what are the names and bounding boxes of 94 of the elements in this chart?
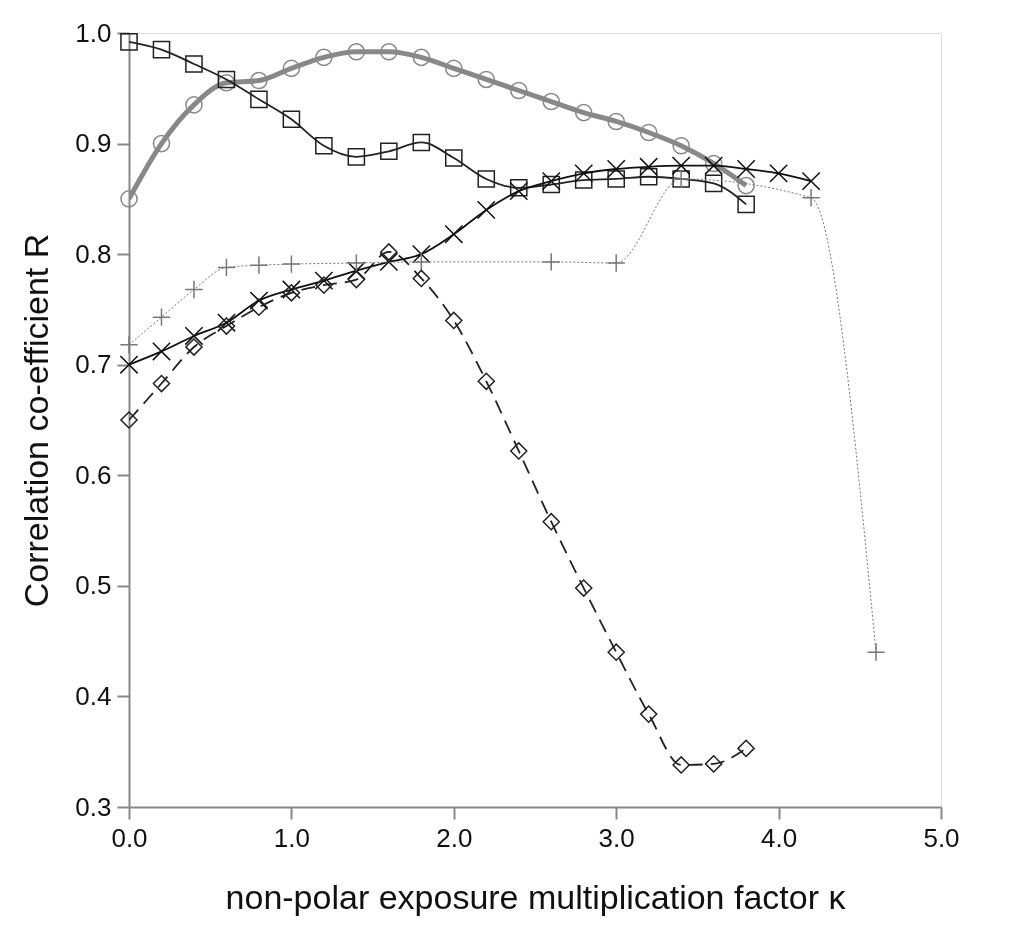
x-tick-label: 3.0 — [598, 822, 635, 853]
point — [509, 81, 528, 100]
x-tick-label: 1.0 — [273, 822, 310, 853]
point — [412, 133, 431, 152]
point — [282, 110, 301, 129]
point — [152, 134, 171, 153]
x-tick-label: 0.0 — [111, 822, 148, 853]
y-tick-label: 0.6 — [75, 459, 112, 490]
y-tick-label: 0.8 — [75, 238, 112, 269]
point — [606, 253, 626, 273]
point — [574, 171, 593, 189]
point — [152, 307, 171, 327]
point — [704, 755, 723, 773]
y-tick-label: 1.0 — [75, 17, 112, 48]
point — [444, 149, 463, 167]
point — [119, 335, 139, 355]
point — [607, 112, 626, 131]
point — [120, 33, 138, 51]
point — [704, 174, 723, 193]
point — [477, 70, 496, 89]
point — [380, 43, 398, 61]
point — [477, 170, 496, 188]
point — [801, 188, 821, 208]
y-tick-label: 0.7 — [75, 349, 112, 380]
point — [411, 252, 431, 272]
y-axis-title: Correlation co-efficient R — [17, 233, 56, 608]
point — [672, 136, 690, 155]
point — [672, 756, 690, 774]
point — [866, 642, 886, 662]
point — [509, 442, 528, 460]
point — [607, 643, 626, 662]
point — [380, 243, 398, 261]
point — [412, 269, 431, 288]
x-axis-title: non-polar exposure multiplication factor κ — [225, 877, 847, 916]
point — [736, 159, 756, 179]
y-tick-label: 0.3 — [75, 791, 112, 822]
x-tick-label: 5.0 — [923, 822, 960, 853]
point — [542, 92, 561, 111]
point — [412, 48, 431, 67]
point — [444, 59, 463, 78]
point — [639, 157, 659, 177]
point — [119, 355, 139, 375]
point — [509, 181, 529, 201]
point — [801, 171, 821, 191]
point — [509, 178, 528, 197]
point — [346, 253, 366, 273]
point — [314, 271, 334, 291]
point — [184, 326, 204, 346]
point — [217, 317, 236, 335]
point — [185, 96, 203, 114]
point — [152, 342, 171, 361]
point — [120, 190, 138, 208]
point — [347, 43, 366, 61]
x-tick-label: 4.0 — [761, 822, 798, 853]
point — [380, 142, 398, 161]
y-tick-label: 0.5 — [75, 570, 112, 601]
point — [250, 90, 268, 109]
point — [574, 579, 593, 597]
point — [347, 148, 366, 166]
point — [574, 103, 593, 122]
point — [217, 258, 236, 277]
point — [282, 284, 301, 302]
point — [185, 55, 203, 73]
x-tick-label: 2.0 — [436, 822, 473, 853]
point — [315, 276, 333, 294]
point — [737, 176, 755, 195]
point — [639, 167, 658, 186]
point — [606, 159, 626, 179]
point — [542, 512, 561, 531]
point — [574, 164, 594, 183]
point — [379, 252, 399, 272]
point — [671, 156, 691, 176]
point — [184, 280, 204, 299]
point — [315, 48, 333, 67]
point — [249, 255, 269, 275]
point — [737, 195, 755, 214]
point — [639, 705, 658, 723]
point — [249, 291, 269, 310]
point — [152, 40, 171, 59]
point — [444, 311, 463, 330]
point — [607, 170, 626, 188]
point — [477, 372, 496, 391]
point — [282, 59, 301, 78]
point — [769, 164, 789, 183]
point — [541, 252, 561, 272]
point — [444, 224, 464, 244]
point — [281, 254, 301, 274]
point — [315, 136, 333, 155]
point — [250, 71, 268, 90]
y-tick-label: 0.9 — [75, 128, 112, 159]
point — [639, 123, 658, 142]
y-tick-label: 0.4 — [75, 680, 112, 711]
point — [737, 739, 755, 758]
point — [476, 200, 496, 220]
